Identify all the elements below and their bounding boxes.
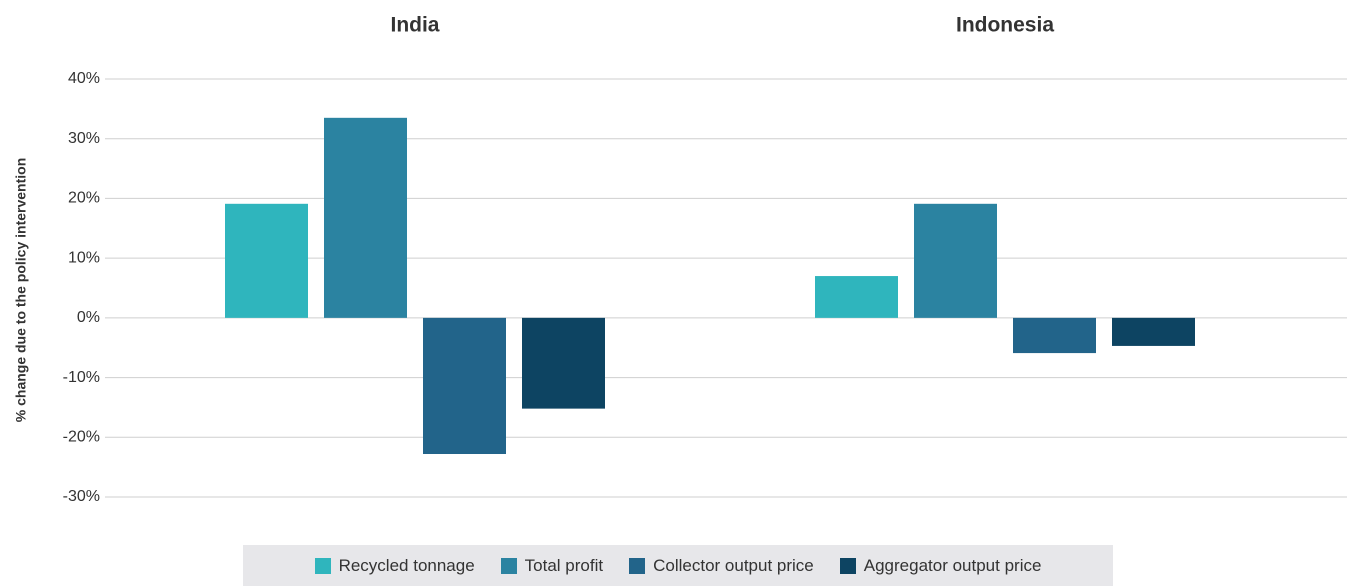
y-tick-label: 10%	[68, 249, 100, 266]
legend-item: Recycled tonnage	[314, 555, 475, 576]
y-axis-label: % change due to the policy intervention	[13, 158, 29, 422]
y-tick-label: 20%	[68, 190, 100, 207]
legend-item: Total profit	[500, 555, 604, 576]
legend-swatch	[629, 557, 646, 574]
chart: % change due to the policy intervention …	[13, 14, 1347, 505]
bar	[522, 317, 605, 409]
legend-label: Recycled tonnage	[338, 555, 475, 575]
y-tick-label: -10%	[63, 369, 100, 386]
category-title: Indonesia	[956, 14, 1054, 37]
bar	[815, 276, 898, 318]
bar	[1013, 317, 1096, 354]
bar	[1112, 317, 1195, 346]
y-tick-label: 30%	[68, 130, 100, 147]
legend-swatch	[839, 557, 856, 574]
y-tick-label: -20%	[63, 429, 100, 446]
legend-label: Aggregator output price	[863, 555, 1042, 575]
bar	[423, 317, 506, 455]
legend-item: Aggregator output price	[839, 555, 1042, 576]
category-title: India	[390, 14, 439, 37]
y-tick-label: 40%	[68, 70, 100, 87]
bar	[914, 203, 997, 318]
bar	[225, 203, 308, 318]
legend-label: Collector output price	[653, 555, 814, 575]
legend-swatch	[314, 557, 331, 574]
legend: Recycled tonnage Total profit Collector ou…	[243, 545, 1113, 586]
legend-label: Total profit	[524, 555, 604, 575]
y-tick-label: -30%	[63, 488, 100, 505]
legend-item: Collector output price	[629, 556, 814, 576]
y-tick-label: 0%	[77, 309, 100, 326]
legend-swatch	[500, 557, 517, 574]
bar	[324, 117, 407, 318]
